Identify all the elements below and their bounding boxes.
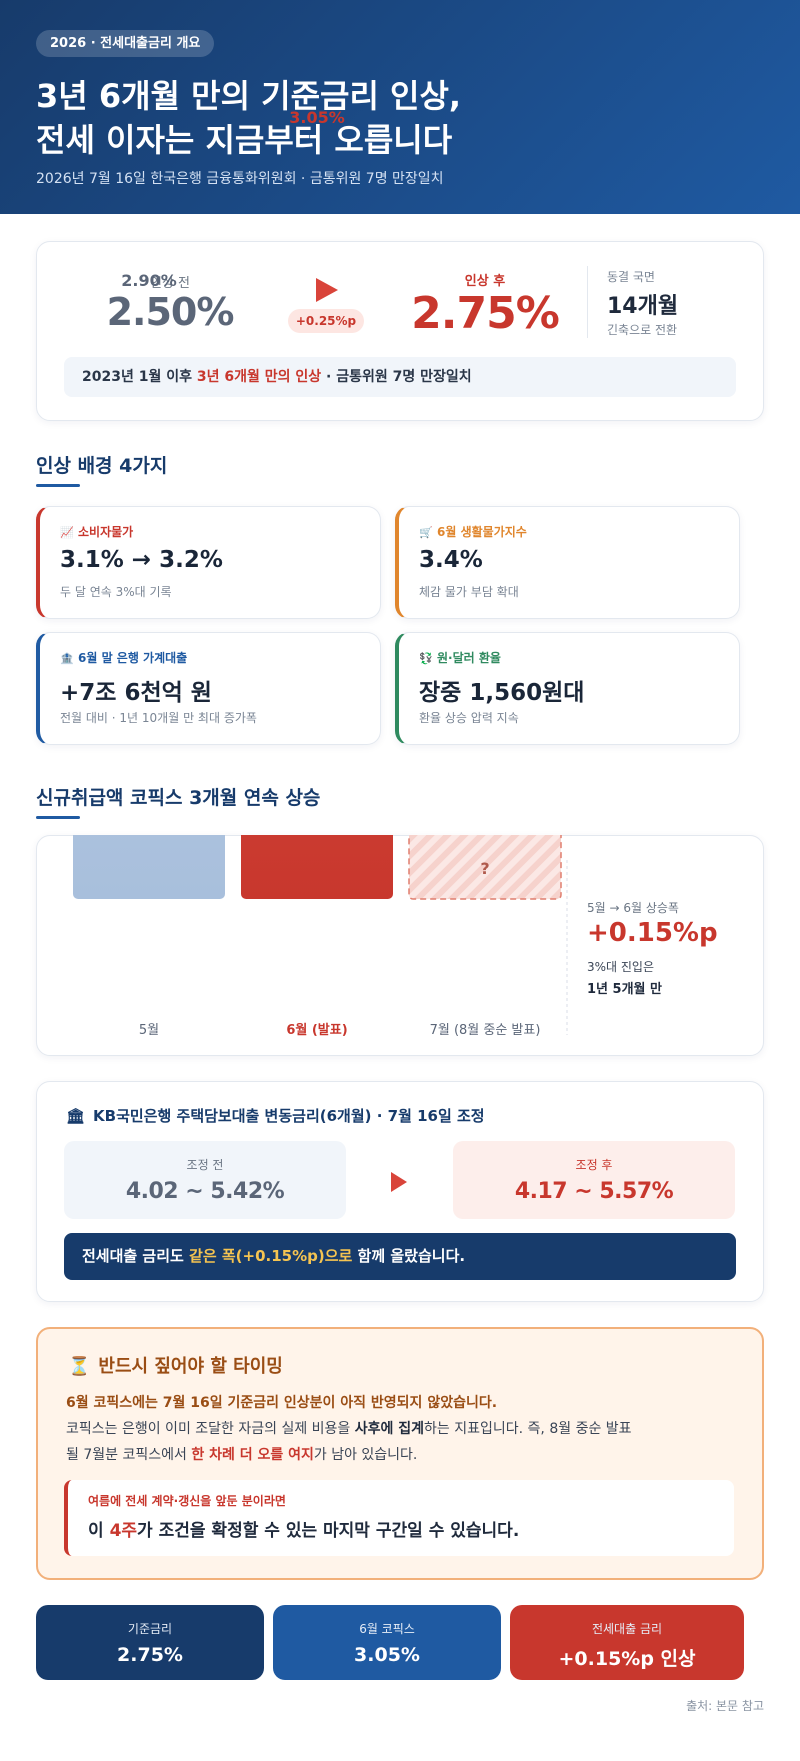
factor-desc: 전월 대비 · 1년 10개월 만 최대 증가폭 xyxy=(60,711,257,725)
summary-value: 2.75% xyxy=(117,1644,183,1666)
section-underline xyxy=(36,484,80,487)
timing-line-2: 코픽스는 은행이 이미 조달한 자금의 실제 비용을 사후에 집계하는 지표입니… xyxy=(66,1421,632,1437)
kb-before-box: 조정 전 4.02 ~ 5.42% xyxy=(64,1141,346,1219)
summary-card-base-rate: 기준금리 2.75% xyxy=(36,1605,264,1680)
currency-exchange-icon: 💱 xyxy=(419,652,433,665)
timing-body: 6월 코픽스에는 7월 16일 기준금리 인상분이 아직 반영되지 않았습니다.… xyxy=(66,1390,746,1468)
factor-value: 3.1% → 3.2% xyxy=(60,547,223,573)
kb-after-box: 조정 후 4.17 ~ 5.57% xyxy=(453,1141,735,1219)
header-banner xyxy=(0,0,800,214)
kb-title: KB국민은행 주택담보대출 변동금리(6개월) · 7월 16일 조정 xyxy=(93,1107,485,1125)
kb-note-text: 전세대출 금리도 xyxy=(82,1247,190,1265)
summary-label: 전세대출 금리 xyxy=(591,1622,663,1636)
bar-value-june: 3.05% xyxy=(289,108,345,128)
kb-before-value: 4.02 ~ 5.42% xyxy=(125,1179,285,1204)
bar-may xyxy=(73,835,225,899)
cofix-bar-chart xyxy=(73,835,568,1035)
factor-label: 소비자물가 xyxy=(78,525,134,539)
bar-label-may: 5월 xyxy=(138,1023,160,1038)
factor-label: 6월 말 은행 가계대출 xyxy=(78,651,188,665)
kb-note-tail: 함께 올랐습니다. xyxy=(352,1247,466,1265)
factor-value: 장중 1,560원대 xyxy=(419,680,585,706)
kb-after-value: 4.17 ~ 5.57% xyxy=(514,1179,674,1204)
before-label: 인상 전 xyxy=(149,276,190,291)
after-label: 인상 후 xyxy=(464,274,506,289)
kb-note-highlight: 같은 폭(+0.15%p)으로 xyxy=(189,1247,353,1265)
timing-title: 반드시 짚어야 할 타이밍 xyxy=(98,1356,283,1377)
kb-after-label: 조정 후 xyxy=(575,1158,613,1172)
arrow-right-icon xyxy=(316,278,338,302)
bar-label-july: 7월 (8월 중순 발표) xyxy=(429,1023,541,1038)
notice-text: 2023년 1월 이후 xyxy=(82,369,197,385)
factor-card-exchange-rate: 💱 원·달러 환율 장중 1,560원대 환율 상승 압력 지속 xyxy=(395,632,740,745)
summary-value: 3.05% xyxy=(354,1644,420,1666)
timing-box-label: 여름에 전세 계약·갱신을 앞둔 분이라면 xyxy=(88,1494,286,1508)
factor-label: 원·달러 환율 xyxy=(437,651,501,665)
section-underline xyxy=(36,816,80,819)
before-rate: 2.50% xyxy=(106,290,235,334)
factor-desc: 환율 상승 압력 지속 xyxy=(419,711,519,725)
cofix-side-note-1: 3%대 진입은 xyxy=(587,960,655,974)
cart-icon: 🛒 xyxy=(419,526,433,539)
notice-text-tail: · 금통위원 7명 만장일치 xyxy=(321,369,472,385)
title-line-1: 3년 6개월 만의 기준금리 인상, xyxy=(36,77,462,115)
delta-badge: +0.25%p xyxy=(288,309,364,333)
summary-card-cofix: 6월 코픽스 3.05% xyxy=(273,1605,501,1680)
bar-label-june: 6월 (발표) xyxy=(286,1023,348,1038)
timing-line-1: 6월 코픽스에는 7월 16일 기준금리 인상분이 아직 반영되지 않았습니다. xyxy=(66,1395,498,1411)
factor-value: +7조 6천억 원 xyxy=(60,680,212,706)
bar-june xyxy=(241,835,393,899)
bar-july-pending xyxy=(408,835,562,900)
kb-note: 전세대출 금리도 같은 폭(+0.15%p)으로 함께 올랐습니다. xyxy=(64,1233,736,1280)
summary-label: 기준금리 xyxy=(127,1622,173,1636)
page-subtitle: 2026년 7월 16일 한국은행 금융통화위원회 · 금통위원 7명 만장일치 xyxy=(36,171,444,187)
section-title-cofix: 신규취급액 코픽스 3개월 연속 상승 xyxy=(36,787,321,809)
source-note: 출처: 본문 참고 xyxy=(686,1699,764,1713)
after-rate: 2.75% xyxy=(411,288,560,339)
timing-line-3: 될 7월분 코픽스에서 한 차례 더 오를 여지가 남아 있습니다. xyxy=(66,1447,418,1463)
factor-desc: 두 달 연속 3%대 기록 xyxy=(60,585,172,599)
factor-card-household-loan: 🏦 6월 말 은행 가계대출 +7조 6천억 원 전월 대비 · 1년 10개월 … xyxy=(36,632,381,745)
bar-value-july: ? xyxy=(480,859,490,878)
summary-card-jeonse-rate: 전세대출 금리 +0.15%p 인상 xyxy=(510,1605,744,1680)
summary-value: +0.15%p 인상 xyxy=(558,1648,696,1670)
bank-icon: 🏦 xyxy=(60,652,74,665)
summary-label: 6월 코픽스 xyxy=(359,1622,415,1636)
category-pill: 2026 · 전세대출금리 개요 xyxy=(36,30,215,57)
section-title-factors: 인상 배경 4가지 xyxy=(36,455,168,477)
bank-icon: 🏛 xyxy=(66,1107,86,1125)
page-title: 3년 6개월 만의 기준금리 인상, 전세 이자는 지금부터 오릅니다 xyxy=(36,74,776,162)
kb-before-label: 조정 전 xyxy=(186,1158,224,1172)
factor-value: 3.4% xyxy=(419,547,483,573)
freeze-label: 동결 국면 xyxy=(607,270,655,284)
cofix-side-note-2: 1년 5개월 만 xyxy=(587,982,662,997)
chart-up-icon: 📈 xyxy=(60,526,74,539)
cofix-side-value: +0.15%p xyxy=(587,918,718,948)
notice-highlight: 3년 6개월 만의 인상 xyxy=(196,369,322,385)
rate-notice: 2023년 1월 이후 3년 6개월 만의 인상 · 금통위원 7명 만장일치 xyxy=(64,357,736,397)
factor-card-cpi: 📈 소비자물가 3.1% → 3.2% 두 달 연속 3%대 기록 xyxy=(36,506,381,619)
hourglass-icon: ⏳ xyxy=(68,1356,91,1377)
timing-highlight-box: 여름에 전세 계약·갱신을 앞둔 분이라면 이 4주가 조건을 확정할 수 있는… xyxy=(64,1480,734,1556)
factor-desc: 체감 물가 부담 확대 xyxy=(419,585,519,599)
freeze-desc: 긴축으로 전환 xyxy=(607,323,678,337)
cofix-side-label: 5월 → 6월 상승폭 xyxy=(587,901,679,915)
arrow-right-icon xyxy=(391,1172,407,1192)
freeze-value: 14개월 xyxy=(607,294,679,319)
bar-value-may: 2.90% xyxy=(121,271,177,291)
timing-box-text: 이 4주가 조건을 확정할 수 있는 마지막 구간일 수 있습니다. xyxy=(88,1521,520,1541)
divider xyxy=(587,266,588,338)
title-line-2: 전세 이자는 지금부터 오릅니다 xyxy=(36,121,453,159)
factor-label: 6월 생활물가지수 xyxy=(437,525,527,539)
factor-card-living-cost: 🛒 6월 생활물가지수 3.4% 체감 물가 부담 확대 xyxy=(395,506,740,619)
